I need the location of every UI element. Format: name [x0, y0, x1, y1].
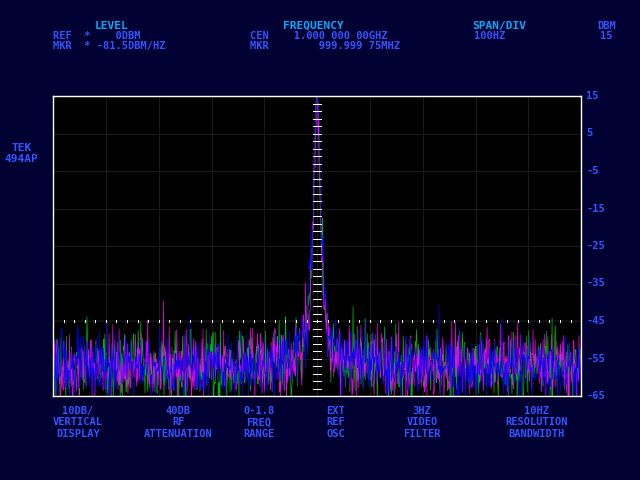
Text: -15: -15 [586, 204, 605, 214]
Text: 100HZ: 100HZ [474, 31, 505, 41]
Text: MKR  * -81.5DBM/HZ: MKR * -81.5DBM/HZ [53, 41, 166, 51]
Text: 5: 5 [586, 129, 593, 139]
Text: 15: 15 [586, 91, 599, 101]
Text: 3HZ
VIDEO
FILTER: 3HZ VIDEO FILTER [403, 406, 441, 439]
Text: 10HZ
RESOLUTION
BANDWIDTH: 10HZ RESOLUTION BANDWIDTH [506, 406, 568, 439]
Text: -65: -65 [586, 391, 605, 401]
Text: MKR        999.999 75MHZ: MKR 999.999 75MHZ [250, 41, 399, 51]
Text: -55: -55 [586, 353, 605, 363]
Text: -5: -5 [586, 166, 599, 176]
Text: SPAN/DIV: SPAN/DIV [472, 21, 526, 31]
Text: -45: -45 [586, 316, 605, 326]
Text: 10DB/
VERTICAL
DISPLAY: 10DB/ VERTICAL DISPLAY [53, 406, 103, 439]
Text: REF  *    0DBM: REF * 0DBM [53, 31, 141, 41]
Text: -25: -25 [586, 241, 605, 251]
Text: EXT
REF
OSC: EXT REF OSC [326, 406, 345, 439]
Text: DBM: DBM [597, 21, 616, 31]
Text: TEK
494AP: TEK 494AP [5, 143, 38, 164]
Text: -35: -35 [586, 278, 605, 288]
Text: FREQUENCY: FREQUENCY [284, 21, 344, 31]
Text: 40DB
RF
ATTENUATION: 40DB RF ATTENUATION [144, 406, 212, 439]
Text: 0-1.8
FREQ
RANGE: 0-1.8 FREQ RANGE [243, 406, 275, 439]
Text: 15: 15 [600, 31, 613, 41]
Text: LEVEL: LEVEL [95, 21, 129, 31]
Text: CEN    1.000 000 00GHZ: CEN 1.000 000 00GHZ [250, 31, 387, 41]
